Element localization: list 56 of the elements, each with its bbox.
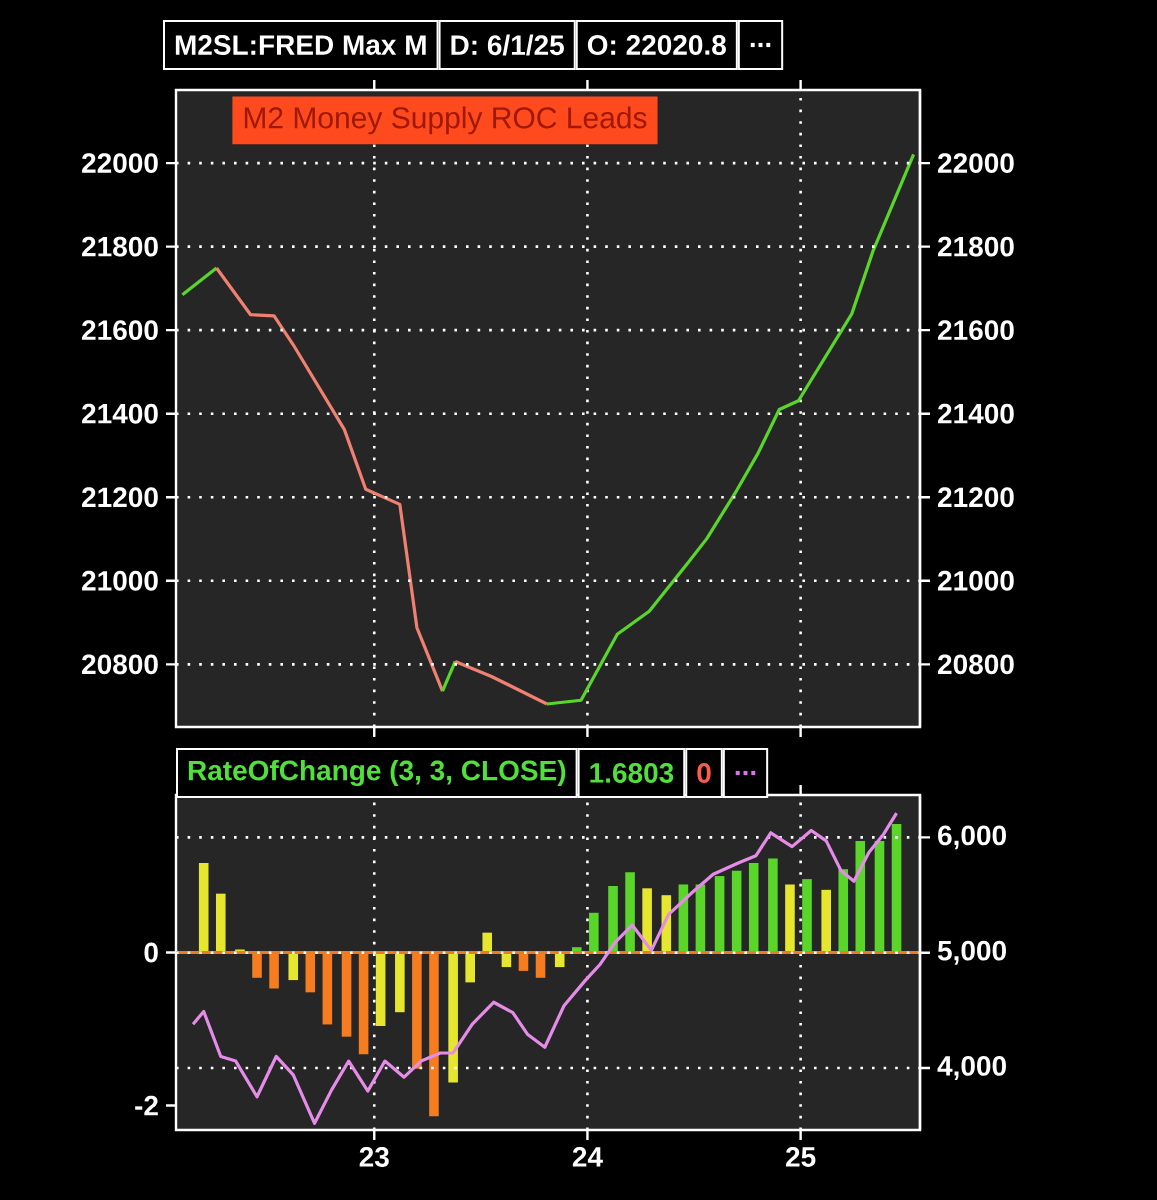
x-tick-label: 25: [786, 1147, 816, 1167]
x-tick-label: 23: [359, 1147, 389, 1167]
bar: [482, 932, 493, 953]
text: 1.6803: [590, 763, 674, 783]
annotation: M2 Money Supply ROC Leads: [244, 106, 647, 135]
text: 0: [697, 763, 711, 783]
y2-tick-label: 5,000: [937, 940, 1006, 965]
bar: [554, 952, 565, 968]
line-series: [191, 811, 899, 1125]
chart-title: RateOfChange (3, 3, CLOSE): [188, 759, 566, 787]
bar: [288, 952, 299, 981]
bar: [625, 872, 635, 953]
text: O: 22020.8: [587, 35, 726, 55]
y2-tick-label: 4,000: [937, 1056, 1006, 1080]
y-tick-label: 22000: [82, 153, 158, 174]
y-tick-label: 21400: [82, 403, 158, 424]
bar: [608, 886, 618, 953]
bar: [891, 824, 902, 953]
bar: [802, 879, 812, 953]
y-tick-label: -2: [135, 1095, 158, 1116]
line-series: [214, 266, 445, 693]
bar: [395, 952, 405, 1013]
y2-tick-label: 21800: [938, 236, 1014, 257]
y2-tick-label: 20800: [938, 654, 1014, 675]
bar: [448, 952, 458, 1083]
y-tick-label: 21800: [82, 236, 158, 257]
bar: [714, 876, 725, 953]
x-tick-label: 24: [572, 1147, 603, 1167]
bar: [731, 870, 742, 953]
y2-tick-label: 21200: [938, 487, 1014, 508]
text: ...: [735, 770, 756, 776]
y-tick-label: 0: [144, 942, 158, 963]
y2-tick-label: 6,000: [938, 825, 1006, 850]
line-series: [545, 152, 916, 706]
y2-tick-label: 21000: [938, 570, 1014, 591]
y2-tick-label: 21600: [938, 320, 1014, 341]
y-tick-label: 20800: [82, 654, 158, 675]
y-tick-label: 21600: [82, 320, 158, 341]
chart-title: M2SL:FRED Max M: [175, 35, 426, 55]
bar: [465, 952, 475, 983]
text: D: 6/1/25: [451, 34, 564, 56]
bar: [589, 912, 599, 953]
text: ...: [750, 42, 771, 48]
bar: [198, 863, 209, 953]
bar: [821, 889, 831, 953]
y2-tick-label: 22000: [938, 153, 1014, 174]
bar: [874, 840, 885, 953]
bar: [215, 893, 226, 953]
bar: [768, 858, 778, 953]
bar: [838, 869, 849, 953]
y-tick-label: 21200: [82, 487, 158, 508]
y-tick-label: 21000: [82, 570, 158, 591]
y2-tick-label: 21400: [938, 403, 1014, 424]
bar: [785, 884, 795, 953]
bar: [748, 863, 759, 953]
bar: [375, 952, 386, 1026]
